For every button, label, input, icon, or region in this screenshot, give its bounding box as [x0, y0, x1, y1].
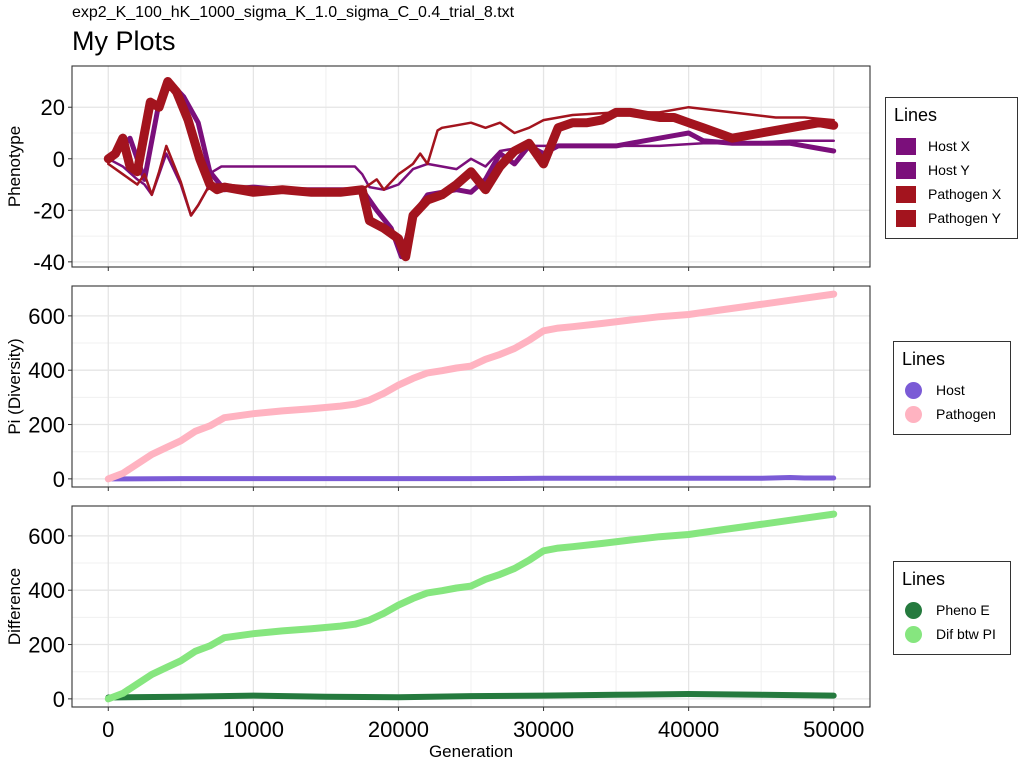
x-tick-label: 50000: [803, 717, 864, 742]
x-tick-label: 20000: [368, 717, 429, 742]
page-title: My Plots: [72, 26, 176, 56]
y-tick-label: 0: [53, 147, 65, 172]
panel-border: [71, 505, 871, 708]
series-line-pathogen-y: [107, 105, 835, 217]
legend-title: Lines: [902, 349, 946, 369]
legend-key: [896, 186, 916, 203]
y-tick-label: 20: [41, 95, 65, 120]
file-title: exp2_K_100_hK_1000_sigma_K_1.0_sigma_C_0…: [72, 4, 515, 21]
panel-border: [71, 65, 871, 268]
legend-diversity: Lines Host Pathogen: [893, 341, 1011, 435]
x-axis-label: Generation: [429, 742, 513, 761]
series-line-pathogen: [104, 290, 838, 483]
legend-key: [905, 626, 922, 643]
series-line-pathogen-x: [103, 77, 839, 262]
legend-label: Host X: [928, 138, 971, 154]
legend-label: Host Y: [928, 162, 970, 178]
legend-label: Pheno E: [936, 602, 990, 618]
x-tick-label: 0: [102, 717, 114, 742]
series-line-host: [105, 475, 837, 482]
y-tick-label: 200: [28, 633, 65, 658]
y-tick-label: 400: [28, 358, 65, 383]
legend-label: Pathogen X: [928, 186, 1002, 202]
legend-phenotype: Lines Host X Host Y Pathogen X Pathogen Y: [885, 97, 1018, 239]
legend-label: Dif btw PI: [936, 626, 996, 642]
y-axis-label: Pi (Diversity): [5, 338, 24, 434]
chart-panel-0: -40 -20 0 20 Phenotype: [5, 65, 871, 275]
y-tick-label: 200: [28, 413, 65, 438]
legend-key: [896, 210, 916, 227]
series-line-host-y: [107, 139, 835, 217]
legend-key: [896, 138, 916, 155]
y-tick-label: 0: [53, 467, 65, 492]
legend-label: Host: [936, 382, 965, 398]
legend-label: Pathogen: [936, 406, 996, 422]
series-line-dif-btw-pi: [104, 510, 838, 703]
y-tick-label: 600: [28, 524, 65, 549]
series-line-pheno-e: [105, 691, 837, 701]
x-tick-label: 10000: [223, 717, 284, 742]
y-tick-label: 600: [28, 304, 65, 329]
y-tick-label: -40: [33, 250, 65, 275]
panel-border: [71, 285, 871, 488]
y-axis-label: Phenotype: [5, 126, 24, 207]
legend-key: [905, 382, 922, 399]
legend-key: [905, 406, 922, 423]
y-axis-label: Difference: [5, 568, 24, 645]
legend-key: [896, 162, 916, 179]
y-tick-label: -20: [33, 198, 65, 223]
legend-label: Pathogen Y: [928, 210, 1001, 226]
legend-difference: Lines Pheno E Dif btw PI: [893, 561, 1011, 655]
x-tick-label: 30000: [513, 717, 574, 742]
chart-panel-2: 0 200 400 600 0 10000 20000 30000 40000 50000 Diff…: [5, 505, 871, 761]
x-tick-label: 40000: [658, 717, 719, 742]
y-tick-label: 400: [28, 578, 65, 603]
y-tick-label: 0: [53, 687, 65, 712]
legend-key: [905, 602, 922, 619]
legend-title: Lines: [894, 105, 938, 125]
legend-title: Lines: [902, 569, 946, 589]
